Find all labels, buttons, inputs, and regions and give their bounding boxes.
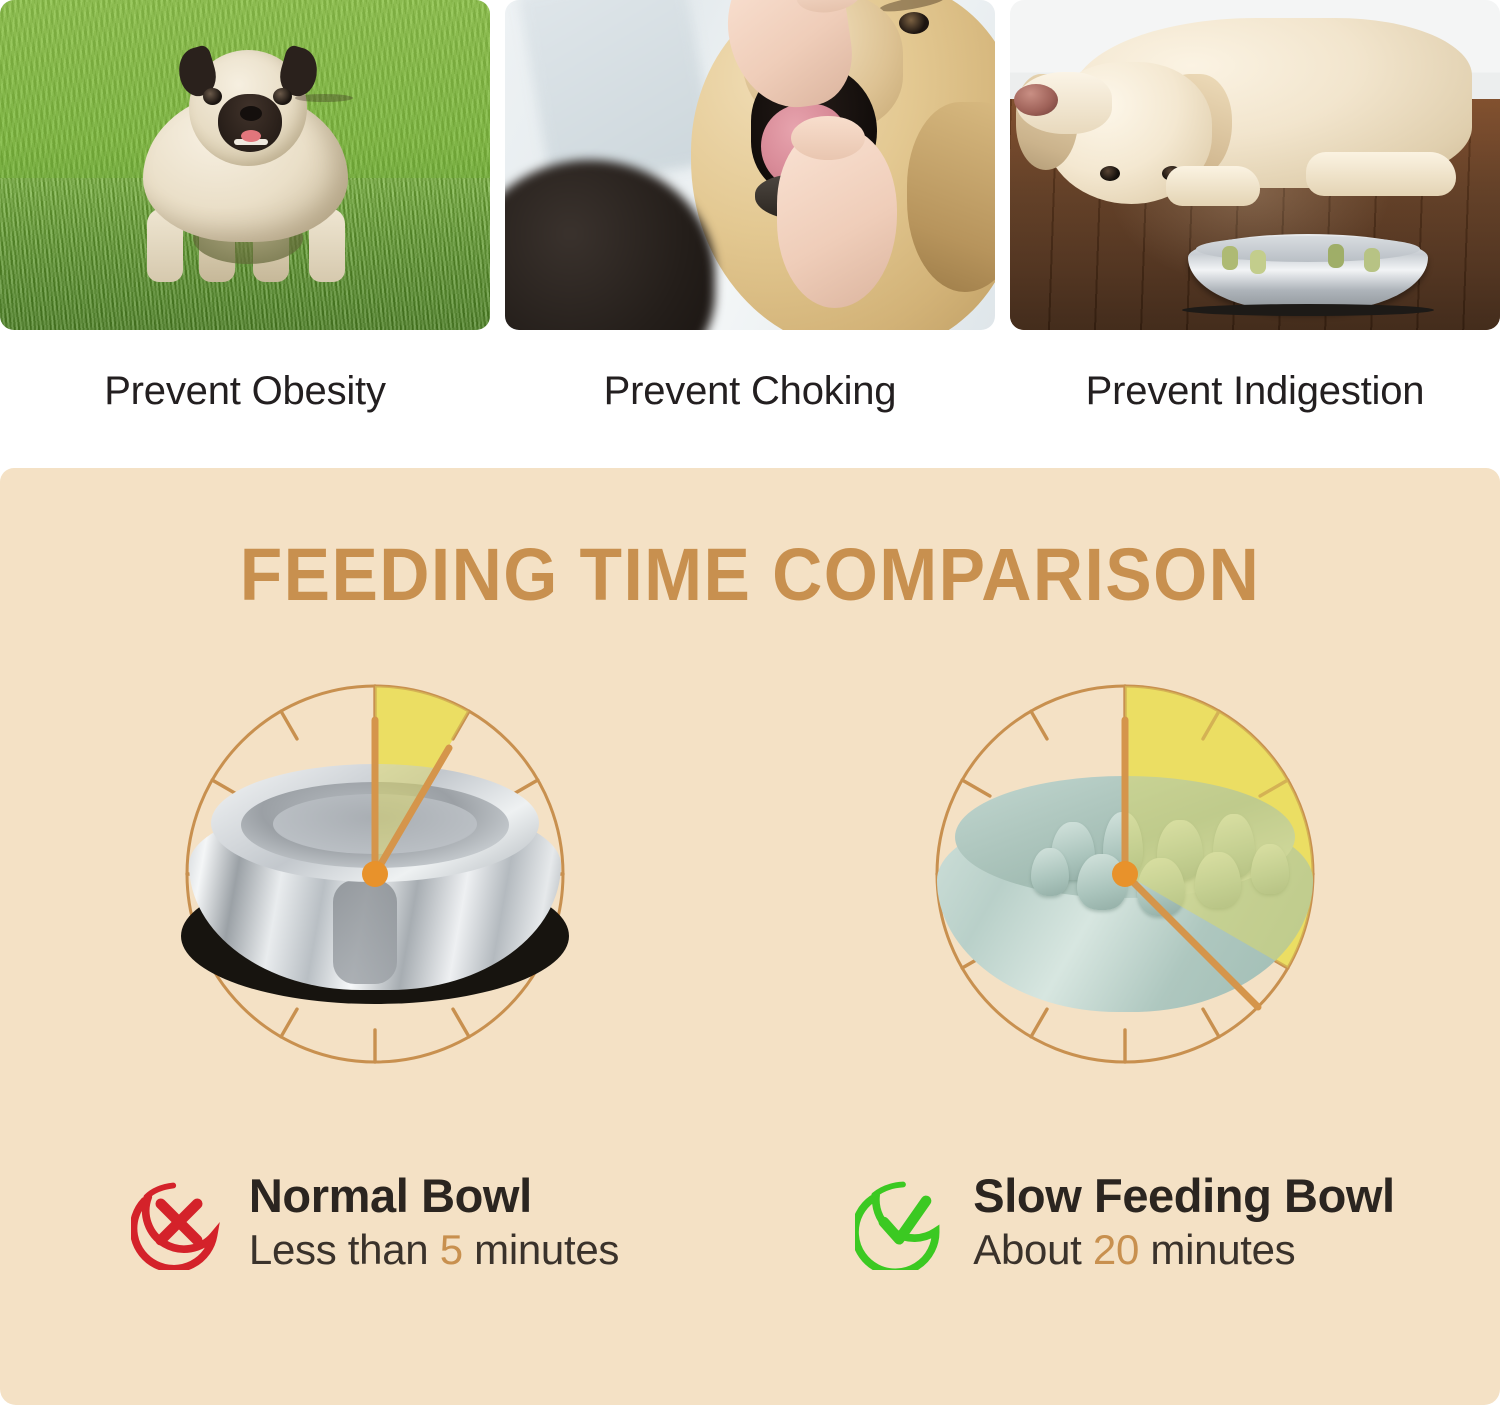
- labrador-paw: [1166, 166, 1260, 206]
- dial-tick: [279, 1007, 299, 1039]
- photo-hands-opening-dog-mouth: [505, 0, 995, 330]
- red-x-circle-icon: [130, 1182, 220, 1270]
- golden-retriever-ear: [907, 102, 995, 292]
- check-circle-stroke-tail: [871, 1181, 907, 1198]
- benefit-caption-indigestion: Prevent Indigestion: [1085, 369, 1425, 413]
- clock-hands-svg-normal: [362, 686, 469, 887]
- pug-eye: [203, 88, 222, 105]
- label-sub-prefix: Less than: [248, 1226, 429, 1273]
- label-title-slow-bowl: Slow Feeding Bowl: [973, 1169, 1395, 1222]
- green-check-circle-icon: [855, 1181, 940, 1270]
- clock-hour-hand: [1121, 870, 1262, 1011]
- dial-tick: [1201, 709, 1221, 741]
- pug-eye: [273, 88, 292, 105]
- label-subtitle-normal-bowl: Less than 5 minutes: [248, 1224, 620, 1276]
- benefit-photo-cell-obesity: [0, 0, 490, 330]
- kibble-piece: [1364, 248, 1380, 272]
- bowl-reflection-shade: [333, 880, 397, 984]
- clock-hands-svg-slow: [1112, 686, 1313, 1011]
- golden-retriever-head: [691, 0, 995, 330]
- pug-nose: [240, 106, 262, 121]
- labrador-eye: [1100, 166, 1120, 181]
- x-stroke-2: [155, 1198, 203, 1246]
- benefit-caption-choking: Prevent Choking: [603, 369, 897, 413]
- kibble-piece: [1250, 250, 1266, 274]
- x-circle-stroke-tail: [143, 1182, 177, 1200]
- comparison-column-slow-bowl: [750, 664, 1500, 1144]
- label-sub-number: 5: [439, 1226, 463, 1273]
- page-title: FEEDING TIME COMPARISON: [239, 533, 1261, 616]
- benefit-photo-cell-indigestion: [1010, 0, 1500, 330]
- label-text-slow-bowl: Slow Feeding Bowl About 20 minutes: [973, 1168, 1395, 1276]
- dial-tick: [451, 1007, 471, 1039]
- pug-tongue: [241, 130, 261, 142]
- slow-bowl-cavity: [981, 792, 1289, 916]
- x-circle-stroke: [130, 1193, 220, 1270]
- golden-retriever-eye: [899, 12, 929, 34]
- human-hand-lower: [777, 116, 897, 308]
- benefit-photo-row: [0, 0, 1500, 330]
- benefit-caption-row: Prevent Obesity Prevent Choking Prevent …: [0, 336, 1500, 446]
- maze-nub: [1251, 844, 1289, 894]
- label-text-normal-bowl: Normal Bowl Less than 5 minutes: [248, 1168, 620, 1276]
- clock-center-hub: [362, 861, 388, 887]
- clock-center-hub: [1112, 861, 1138, 887]
- benefit-photo-cell-choking: [505, 0, 995, 330]
- benefit-caption-obesity: Prevent Obesity: [104, 369, 386, 413]
- pug-illustration: [115, 40, 375, 290]
- label-sub-prefix: About: [973, 1226, 1082, 1273]
- dial-tick: [960, 778, 992, 798]
- stainless-food-bowl: [1182, 234, 1434, 316]
- kibble-piece: [1328, 244, 1344, 268]
- clock-hands-slow-bowl: [915, 664, 1335, 1084]
- photo-overweight-pug-on-grass: [0, 0, 490, 330]
- comparison-labels-row: Normal Bowl Less than 5 minutes Slow Fee…: [0, 1168, 1500, 1318]
- kibble-piece: [1222, 246, 1238, 270]
- labrador-paw: [1306, 152, 1456, 196]
- label-subtitle-slow-bowl: About 20 minutes: [973, 1224, 1394, 1276]
- dial-tick: [279, 709, 299, 741]
- label-group-slow-bowl: Slow Feeding Bowl About 20 minutes: [750, 1168, 1500, 1318]
- clock-hands-normal-bowl: [165, 664, 585, 1084]
- dial-tick: [1201, 1007, 1221, 1039]
- label-group-normal-bowl: Normal Bowl Less than 5 minutes: [0, 1168, 750, 1318]
- feeding-time-comparison-panel: FEEDING TIME COMPARISON: [0, 468, 1500, 1405]
- pug-teeth: [234, 139, 268, 145]
- pug-forehead-wrinkle: [295, 94, 353, 102]
- label-sub-number: 20: [1092, 1226, 1140, 1273]
- dial-tick: [1258, 778, 1290, 798]
- dial-tick: [1029, 709, 1049, 741]
- label-title-normal-bowl: Normal Bowl: [248, 1169, 532, 1222]
- checkmark-stroke: [878, 1195, 932, 1245]
- wedge-overlay-20min: [1125, 686, 1313, 968]
- maze-nub: [1031, 848, 1069, 896]
- wedge-overlay-5min: [375, 686, 469, 874]
- clock-hour-hand: [371, 744, 453, 878]
- maze-nub: [1195, 852, 1241, 908]
- label-sub-suffix: minutes: [1150, 1226, 1296, 1273]
- comparison-column-normal-bowl: [0, 664, 750, 1144]
- label-sub-suffix: minutes: [474, 1226, 620, 1273]
- labrador-nose: [1014, 84, 1058, 116]
- dial-tick: [1029, 1007, 1049, 1039]
- dial-tick: [451, 709, 471, 741]
- comparison-dials-row: [0, 664, 1500, 1144]
- photo-sad-labrador-beside-bowl: [1010, 0, 1500, 330]
